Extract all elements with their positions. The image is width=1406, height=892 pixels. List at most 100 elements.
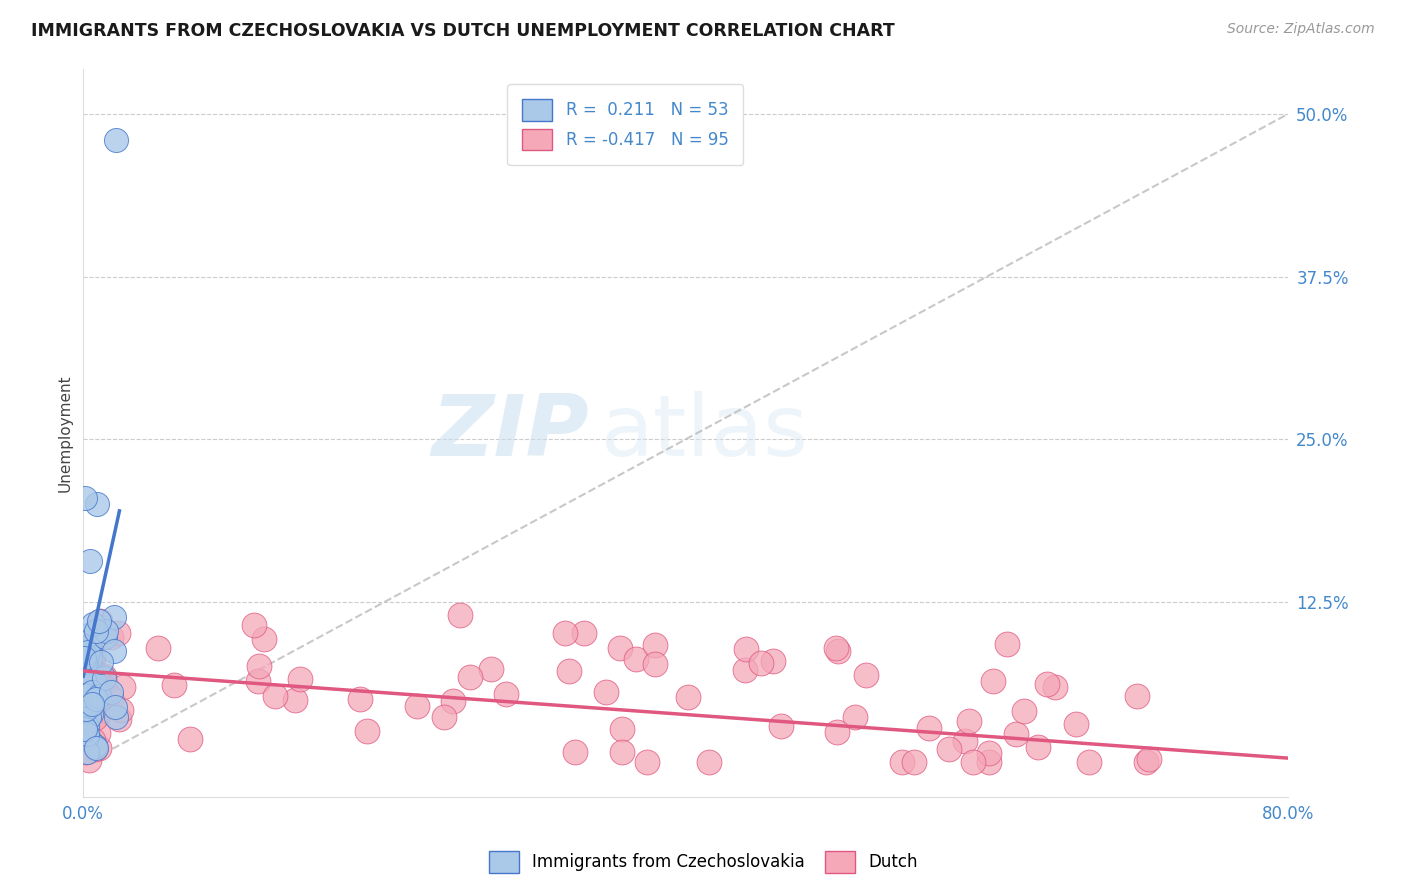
Point bbox=[247, 659, 270, 673]
Point bbox=[749, 656, 772, 670]
Point bbox=[84, 691, 107, 706]
Legend: R =  0.211   N = 53, R = -0.417   N = 95: R = 0.211 N = 53, R = -0.417 N = 95 bbox=[508, 84, 744, 165]
Point bbox=[770, 718, 793, 732]
Point bbox=[179, 731, 201, 746]
Point bbox=[644, 638, 666, 652]
Point bbox=[73, 721, 96, 735]
Point bbox=[449, 607, 471, 622]
Point bbox=[962, 755, 984, 769]
Point bbox=[104, 699, 127, 714]
Point bbox=[626, 652, 648, 666]
Point bbox=[827, 644, 849, 658]
Point bbox=[105, 133, 128, 147]
Point bbox=[825, 640, 848, 655]
Point bbox=[73, 650, 96, 665]
Point bbox=[94, 674, 117, 689]
Point bbox=[94, 630, 117, 644]
Point bbox=[77, 640, 100, 654]
Point bbox=[612, 745, 634, 759]
Point bbox=[1126, 689, 1149, 703]
Point bbox=[73, 491, 96, 505]
Point bbox=[1045, 681, 1067, 695]
Point bbox=[84, 670, 107, 684]
Point bbox=[76, 656, 98, 670]
Point bbox=[80, 685, 103, 699]
Point bbox=[981, 673, 1004, 688]
Point bbox=[100, 630, 122, 644]
Point bbox=[100, 684, 122, 698]
Point bbox=[76, 730, 98, 744]
Point bbox=[558, 664, 581, 678]
Point bbox=[76, 703, 98, 717]
Point bbox=[89, 614, 111, 628]
Point bbox=[87, 690, 110, 704]
Point bbox=[82, 651, 104, 665]
Point bbox=[76, 643, 98, 657]
Point bbox=[111, 680, 134, 694]
Point bbox=[87, 691, 110, 706]
Point bbox=[495, 687, 517, 701]
Point bbox=[75, 651, 97, 665]
Point bbox=[890, 755, 912, 769]
Point bbox=[762, 655, 785, 669]
Text: ZIP: ZIP bbox=[432, 392, 589, 475]
Point bbox=[84, 681, 107, 695]
Point bbox=[84, 692, 107, 706]
Point bbox=[77, 754, 100, 768]
Point bbox=[83, 739, 105, 753]
Point bbox=[79, 733, 101, 747]
Point bbox=[79, 639, 101, 653]
Legend: Immigrants from Czechoslovakia, Dutch: Immigrants from Czechoslovakia, Dutch bbox=[482, 845, 924, 880]
Point bbox=[458, 670, 481, 684]
Point bbox=[77, 628, 100, 642]
Text: atlas: atlas bbox=[602, 392, 810, 475]
Point bbox=[1135, 755, 1157, 769]
Point bbox=[84, 624, 107, 639]
Point bbox=[76, 701, 98, 715]
Point bbox=[93, 671, 115, 685]
Point bbox=[441, 694, 464, 708]
Point bbox=[572, 625, 595, 640]
Point bbox=[977, 755, 1000, 769]
Point bbox=[918, 721, 941, 735]
Point bbox=[479, 662, 502, 676]
Point bbox=[77, 710, 100, 724]
Point bbox=[104, 709, 127, 723]
Point bbox=[79, 651, 101, 665]
Point bbox=[87, 708, 110, 723]
Point bbox=[87, 726, 110, 740]
Point bbox=[100, 690, 122, 705]
Point bbox=[73, 702, 96, 716]
Point bbox=[91, 670, 114, 684]
Point bbox=[75, 655, 97, 669]
Text: IMMIGRANTS FROM CZECHOSLOVAKIA VS DUTCH UNEMPLOYMENT CORRELATION CHART: IMMIGRANTS FROM CZECHOSLOVAKIA VS DUTCH … bbox=[31, 22, 894, 40]
Point bbox=[80, 659, 103, 673]
Point bbox=[433, 710, 456, 724]
Point bbox=[644, 657, 666, 672]
Point bbox=[995, 637, 1018, 651]
Point bbox=[89, 614, 111, 628]
Point bbox=[80, 697, 103, 711]
Point bbox=[75, 696, 97, 710]
Point bbox=[734, 642, 756, 657]
Point bbox=[349, 691, 371, 706]
Y-axis label: Unemployment: Unemployment bbox=[58, 374, 72, 491]
Point bbox=[103, 609, 125, 624]
Point bbox=[82, 733, 104, 747]
Point bbox=[1028, 739, 1050, 754]
Point bbox=[75, 648, 97, 662]
Point bbox=[827, 725, 849, 739]
Point bbox=[80, 663, 103, 677]
Point bbox=[83, 683, 105, 698]
Point bbox=[82, 648, 104, 662]
Point bbox=[979, 746, 1001, 760]
Point bbox=[89, 679, 111, 693]
Point bbox=[1036, 677, 1059, 691]
Point bbox=[107, 712, 129, 726]
Point bbox=[87, 740, 110, 755]
Point bbox=[77, 689, 100, 703]
Point bbox=[75, 653, 97, 667]
Point bbox=[1064, 717, 1087, 731]
Point bbox=[103, 644, 125, 658]
Point bbox=[76, 645, 98, 659]
